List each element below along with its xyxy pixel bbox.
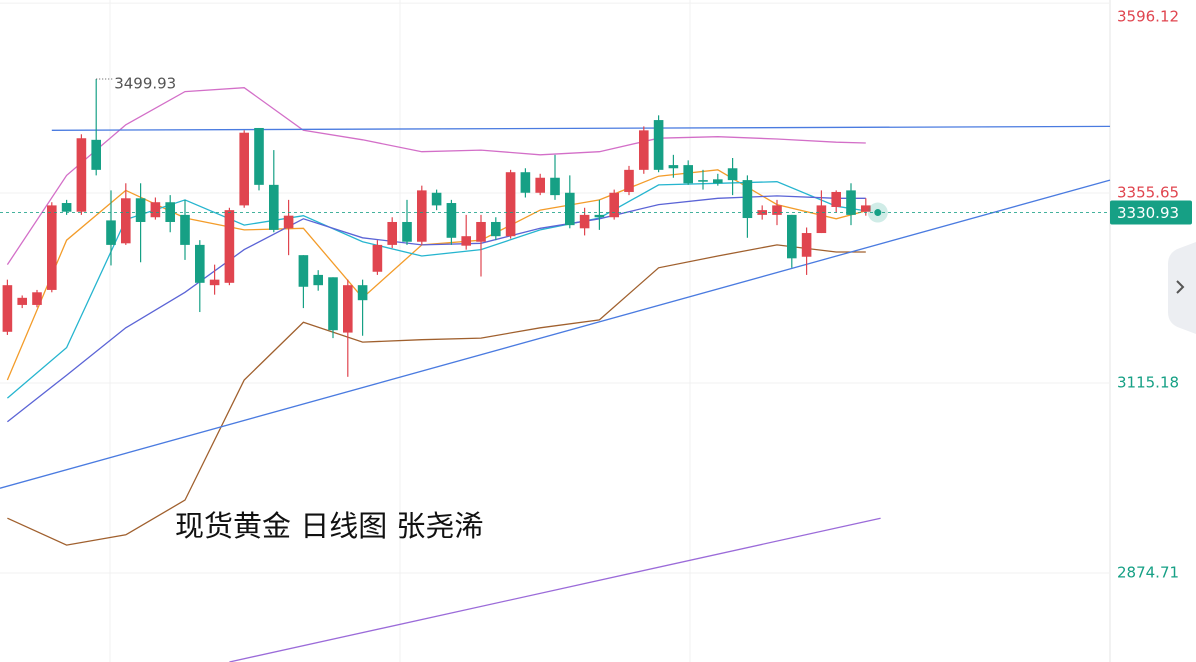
candle-body	[343, 285, 353, 333]
chart-title: 现货黄金 日线图 张尧浠	[175, 509, 483, 543]
candle-body	[313, 274, 323, 286]
candle-body	[846, 190, 856, 215]
y-tick-label: 3596.12	[1117, 8, 1179, 26]
candle-body	[520, 172, 531, 193]
y-tick-label: 2874.71	[1117, 563, 1179, 581]
candle-body	[476, 221, 486, 242]
candle-body	[772, 205, 782, 215]
candle-body	[2, 285, 13, 332]
candle-body	[861, 205, 871, 212]
candle-body	[742, 180, 753, 219]
candle-body	[550, 177, 560, 196]
indicator-line	[51, 125, 1111, 131]
candle-body	[417, 190, 427, 242]
indicator-line	[229, 517, 881, 662]
y-tick-label: 3115.18	[1117, 373, 1179, 391]
candle-body	[505, 172, 516, 237]
candle-body	[816, 205, 827, 234]
candle-body	[698, 180, 708, 182]
candle-body	[372, 244, 383, 272]
candle-body	[121, 198, 131, 244]
candle-body	[683, 165, 693, 184]
candle-body	[180, 214, 190, 245]
candle-body	[91, 139, 101, 170]
last-price-label: 3330.93	[1117, 204, 1179, 222]
indicator-line	[0, 179, 1111, 489]
candle-body	[668, 165, 679, 169]
last-price-box	[1110, 200, 1192, 225]
candle-body	[298, 255, 309, 287]
candle-body	[17, 297, 27, 305]
candle-body	[106, 220, 116, 245]
candle-body	[535, 177, 545, 193]
candle-body	[209, 279, 220, 286]
candle-body	[76, 138, 87, 212]
candle-body	[624, 169, 634, 192]
candle-body	[239, 132, 249, 206]
candle-body	[594, 214, 605, 218]
candle-body	[639, 130, 649, 170]
last-price-dot	[874, 209, 882, 217]
candle-body	[254, 127, 264, 185]
indicator-line	[7, 244, 866, 546]
candle-body	[402, 221, 412, 242]
candle-body	[446, 203, 457, 238]
candle-body	[387, 221, 397, 245]
candle-body	[47, 205, 57, 290]
candle-body	[579, 214, 590, 229]
candle-body	[727, 168, 738, 181]
candle-body	[461, 236, 471, 246]
candle-body	[565, 192, 575, 226]
candle-body	[283, 215, 294, 229]
candle-body	[135, 198, 146, 222]
candle-body	[801, 233, 812, 257]
candle-body	[713, 179, 723, 184]
candle-body	[491, 221, 501, 237]
candle-body	[195, 244, 205, 283]
high-label: 3499.93	[114, 75, 176, 93]
chevron-icon	[1176, 280, 1185, 294]
candle-body	[328, 277, 338, 331]
candle-body	[32, 292, 42, 305]
candle-body	[61, 203, 72, 212]
candle-body	[224, 210, 235, 283]
candle-body	[431, 192, 442, 206]
candle-body	[831, 191, 841, 207]
candle-body	[653, 120, 664, 170]
candle-body	[357, 285, 368, 301]
y-tick-label: 3355.65	[1117, 184, 1179, 202]
candle-body	[787, 214, 797, 259]
indicator-line	[6, 87, 866, 265]
candle-body	[150, 202, 161, 218]
candle-body	[609, 192, 619, 218]
candle-body	[269, 184, 279, 230]
